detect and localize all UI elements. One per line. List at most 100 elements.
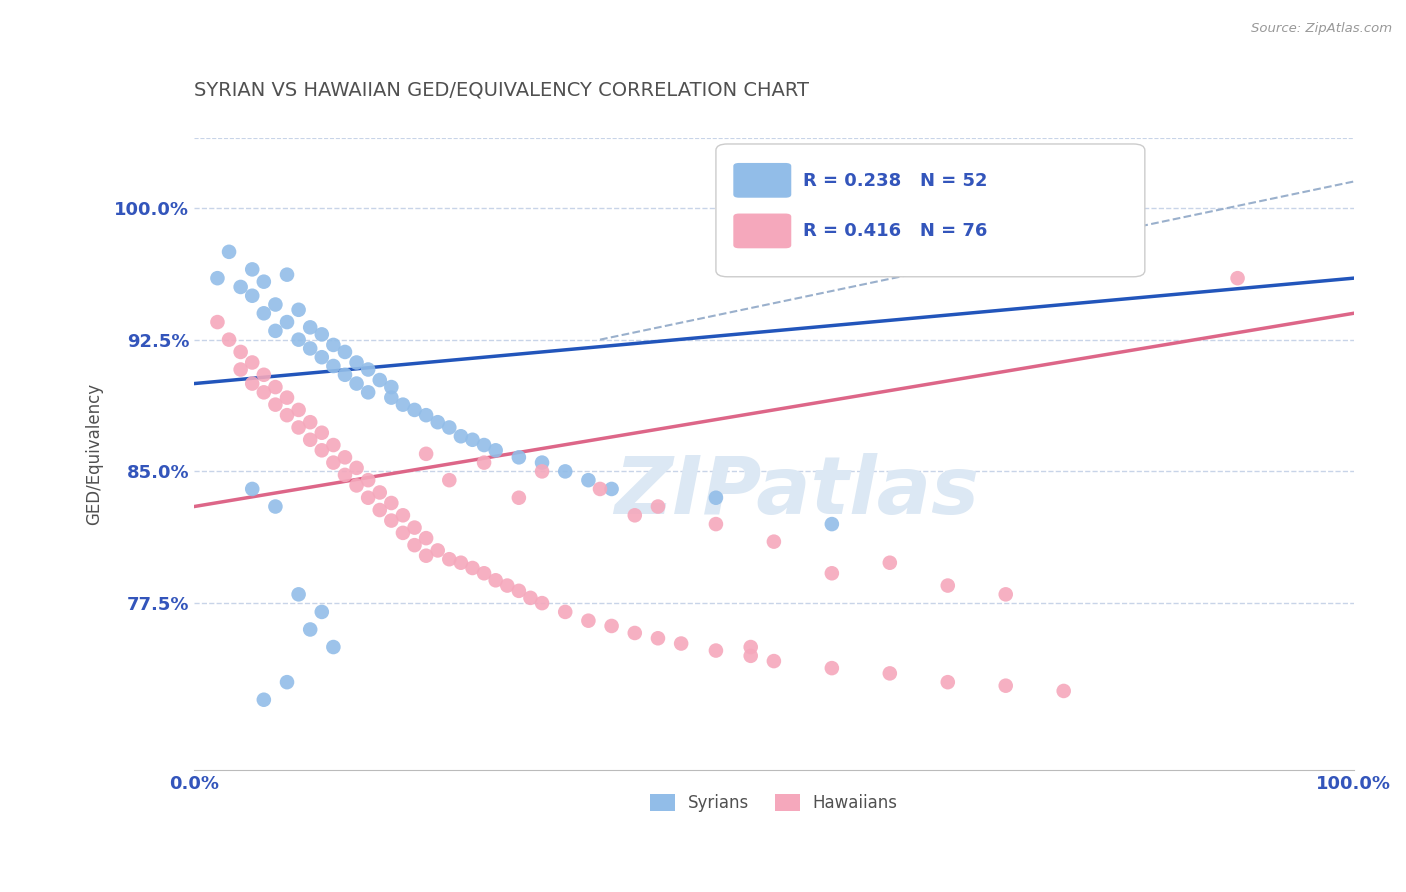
- Point: [333, 345, 356, 359]
- Point: [346, 355, 368, 369]
- Point: [311, 350, 333, 364]
- Point: [276, 315, 298, 329]
- Point: [322, 359, 344, 373]
- Point: [299, 433, 322, 447]
- Point: [450, 556, 472, 570]
- Point: [508, 583, 530, 598]
- Point: [704, 517, 727, 532]
- Point: [472, 456, 495, 470]
- Point: [322, 456, 344, 470]
- Point: [346, 461, 368, 475]
- Point: [392, 398, 415, 412]
- Point: [287, 403, 309, 417]
- Point: [276, 268, 298, 282]
- Point: [404, 403, 426, 417]
- Point: [415, 531, 437, 545]
- Point: [253, 306, 276, 320]
- Point: [485, 574, 508, 588]
- Point: [600, 619, 623, 633]
- Point: [264, 297, 287, 311]
- Point: [357, 362, 380, 376]
- Point: [311, 443, 333, 458]
- Point: [311, 605, 333, 619]
- Point: [589, 482, 612, 496]
- Point: [740, 640, 762, 654]
- Point: [276, 408, 298, 422]
- Point: [485, 443, 508, 458]
- Point: [404, 520, 426, 534]
- Point: [311, 327, 333, 342]
- Point: [879, 556, 901, 570]
- Point: [299, 320, 322, 334]
- Point: [380, 391, 402, 405]
- Point: [357, 385, 380, 400]
- Point: [287, 587, 309, 601]
- Point: [439, 552, 461, 566]
- Point: [299, 415, 322, 429]
- Text: R = 0.238   N = 52: R = 0.238 N = 52: [803, 171, 987, 190]
- Point: [821, 517, 844, 532]
- Point: [994, 587, 1017, 601]
- Point: [531, 456, 554, 470]
- Point: [647, 500, 669, 514]
- Point: [240, 376, 263, 391]
- Point: [762, 534, 785, 549]
- Text: R = 0.416   N = 76: R = 0.416 N = 76: [803, 222, 987, 240]
- Point: [740, 648, 762, 663]
- FancyBboxPatch shape: [734, 213, 792, 248]
- Point: [240, 289, 263, 303]
- Point: [439, 473, 461, 487]
- Point: [264, 324, 287, 338]
- Point: [218, 244, 240, 259]
- Point: [508, 491, 530, 505]
- Point: [496, 578, 519, 592]
- Point: [704, 491, 727, 505]
- Point: [322, 438, 344, 452]
- Point: [936, 675, 959, 690]
- Point: [253, 368, 276, 382]
- Point: [472, 566, 495, 581]
- Point: [368, 373, 391, 387]
- Point: [472, 438, 495, 452]
- Point: [346, 376, 368, 391]
- Point: [576, 473, 599, 487]
- Point: [346, 478, 368, 492]
- Point: [554, 605, 576, 619]
- Y-axis label: GED/Equivalency: GED/Equivalency: [86, 383, 103, 524]
- Point: [1226, 271, 1249, 285]
- Point: [821, 661, 844, 675]
- Point: [229, 280, 252, 294]
- Point: [240, 482, 263, 496]
- Point: [253, 385, 276, 400]
- Point: [426, 415, 449, 429]
- Point: [357, 491, 380, 505]
- Point: [264, 398, 287, 412]
- Point: [647, 632, 669, 646]
- Point: [415, 447, 437, 461]
- Point: [762, 654, 785, 668]
- Point: [380, 496, 402, 510]
- Point: [392, 525, 415, 540]
- FancyBboxPatch shape: [734, 163, 792, 198]
- Point: [264, 500, 287, 514]
- Point: [704, 643, 727, 657]
- Point: [519, 591, 541, 605]
- Point: [1053, 684, 1076, 698]
- FancyBboxPatch shape: [716, 144, 1144, 277]
- Point: [461, 433, 484, 447]
- Point: [287, 333, 309, 347]
- Point: [531, 596, 554, 610]
- Point: [623, 626, 645, 640]
- Point: [333, 368, 356, 382]
- Point: [669, 636, 692, 650]
- Point: [450, 429, 472, 443]
- Point: [322, 338, 344, 352]
- Point: [994, 679, 1017, 693]
- Point: [368, 503, 391, 517]
- Point: [276, 391, 298, 405]
- Point: [299, 342, 322, 356]
- Point: [357, 473, 380, 487]
- Point: [554, 464, 576, 478]
- Legend: Syrians, Hawaiians: Syrians, Hawaiians: [644, 787, 904, 819]
- Point: [311, 425, 333, 440]
